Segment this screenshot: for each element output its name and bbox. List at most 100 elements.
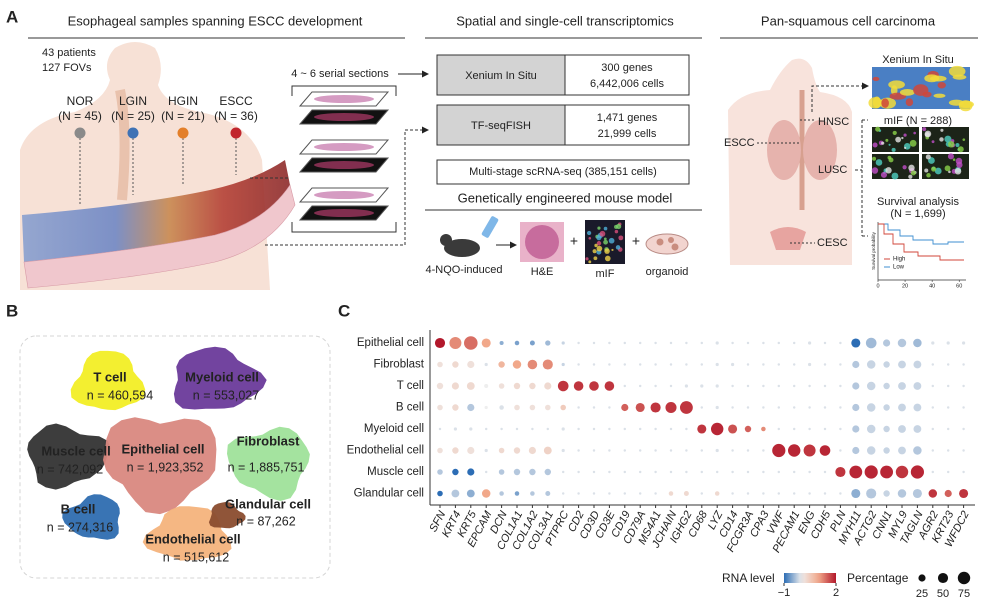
dot — [777, 470, 781, 474]
legend-title: Percentage — [847, 571, 909, 585]
stage-n: (N = 45) — [58, 109, 102, 123]
dot — [700, 406, 704, 409]
panel-label: B — [6, 301, 18, 320]
dot — [823, 384, 827, 388]
organoid-dish — [645, 233, 689, 255]
site: CESC — [817, 237, 848, 249]
dot — [577, 492, 580, 495]
dot — [744, 425, 752, 433]
size-legend-dot — [957, 571, 971, 585]
dot — [961, 341, 966, 345]
dot — [839, 363, 842, 366]
mif-speck — [885, 167, 892, 174]
dot — [515, 427, 519, 431]
dot — [910, 465, 925, 479]
cluster-name: Epithelial cell — [121, 441, 204, 456]
dot — [962, 427, 965, 431]
panel-label: C — [338, 301, 350, 320]
dot — [912, 488, 922, 499]
dot — [669, 363, 673, 366]
dot — [700, 449, 704, 452]
dot — [589, 381, 599, 391]
lung — [767, 120, 801, 180]
dot — [807, 341, 812, 345]
dot — [545, 491, 551, 496]
mif-speck — [924, 168, 929, 173]
cluster-name: Endothelial cell — [145, 531, 240, 546]
mif-speck — [596, 235, 602, 241]
mif-speck — [615, 245, 621, 250]
xenium-patch — [937, 81, 946, 89]
mif-speck — [908, 164, 915, 172]
dot — [777, 492, 781, 495]
row-label: B cell — [396, 402, 424, 414]
dot — [700, 384, 704, 388]
mif-speck — [872, 142, 878, 148]
cluster-blob — [70, 350, 146, 411]
cluster-blob — [103, 417, 217, 515]
dot — [467, 403, 475, 412]
mif-speck — [588, 236, 592, 240]
dot — [623, 341, 627, 345]
dot — [762, 492, 765, 495]
dot — [638, 449, 642, 452]
mif-speck — [588, 260, 592, 264]
dot — [685, 427, 688, 431]
dot — [498, 361, 505, 368]
cluster-blob — [227, 426, 310, 501]
dot — [544, 468, 552, 476]
dot — [592, 449, 596, 452]
dot — [761, 426, 766, 432]
dot — [944, 489, 952, 498]
dot — [546, 427, 550, 431]
organoid — [668, 237, 674, 243]
dot — [866, 381, 876, 391]
size-legend-label: 75 — [958, 588, 970, 600]
stage-dot — [177, 127, 189, 139]
mif-speck — [922, 127, 927, 132]
mouse-icon — [440, 234, 452, 246]
dot — [498, 469, 505, 475]
dot — [513, 382, 521, 390]
dashed-connector — [811, 82, 869, 112]
dot — [746, 341, 750, 345]
mif-speck — [593, 256, 598, 261]
platform-detail: 1,471 genes — [597, 112, 658, 124]
mif-speck — [614, 229, 619, 234]
validation: mIF (N = 288) — [884, 115, 952, 127]
mouse-step: 4-NQO-induced — [425, 264, 502, 276]
dot — [762, 449, 765, 452]
km-tick-label: 60 — [956, 283, 962, 289]
dot — [452, 404, 459, 411]
row-label: T cell — [397, 380, 424, 392]
cluster-n: n = 460,594 — [87, 388, 153, 402]
mouse-step: H&E — [531, 266, 554, 278]
row-label: Epithelial cell — [357, 337, 424, 349]
dot — [777, 363, 781, 366]
dot — [685, 341, 688, 345]
dot — [807, 362, 812, 367]
dot — [762, 384, 765, 388]
dot — [880, 465, 894, 479]
km-legend: High — [893, 257, 905, 263]
dot — [792, 470, 796, 474]
colorbar-tick-label: 2 — [833, 587, 839, 599]
mif-speck — [931, 166, 937, 172]
dot — [669, 341, 673, 345]
dot — [700, 363, 704, 366]
dot — [543, 446, 552, 455]
dot — [777, 341, 781, 345]
dot — [453, 427, 458, 431]
validation: Xenium In Situ — [882, 54, 954, 66]
dot — [499, 340, 504, 346]
dot — [883, 404, 890, 411]
mif-speck — [947, 153, 954, 160]
dot — [700, 341, 704, 345]
dot — [608, 406, 611, 409]
xenium-patch — [899, 89, 915, 96]
dot — [852, 382, 860, 390]
dot — [866, 488, 877, 499]
dot — [839, 492, 842, 495]
dot — [819, 445, 831, 456]
dot — [898, 382, 906, 390]
